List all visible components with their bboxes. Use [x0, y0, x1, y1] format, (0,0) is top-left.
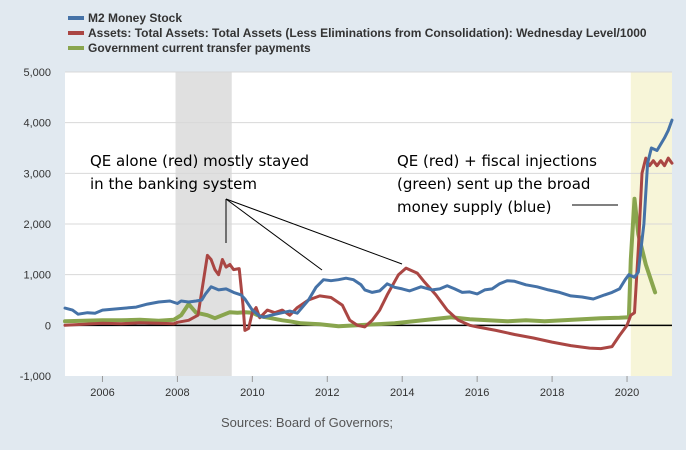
qe-alone-note: QE alone (red) mostly stayed in the bank…	[90, 152, 309, 193]
legend-item-m2[interactable]: M2 Money Stock	[68, 11, 182, 25]
x-tick-label-4: 2014	[390, 387, 414, 399]
y-tick-label-1: 0	[45, 320, 51, 332]
legend-swatch-m2	[68, 16, 84, 20]
gridlines	[65, 71, 672, 276]
series-line-transfer-payments[interactable]	[63, 196, 658, 329]
y-tick-label-6: 5,000	[23, 67, 51, 79]
pointer-to-2014	[225, 198, 403, 265]
pointer-to-2012	[225, 198, 323, 271]
qe-fiscal-note: QE (red) + fiscal injections (green) sen…	[397, 152, 597, 216]
y-tick-label-5: 4,000	[23, 118, 51, 130]
legend-swatch-transfer-payments	[68, 46, 84, 50]
x-tick-label-2: 2010	[240, 387, 264, 399]
y-tick-label-3: 2,000	[23, 219, 51, 231]
qe-fiscal-line-1: QE (red) + fiscal injections	[397, 152, 597, 170]
x-tick-label-7: 2020	[615, 387, 639, 399]
legend: M2 Money Stock Assets: Total Assets: Tot…	[68, 11, 647, 55]
source-note: Sources: Board of Governors;	[221, 415, 393, 430]
legend-label-transfer-payments: Government current transfer payments	[88, 41, 311, 55]
legend-label-m2: M2 Money Stock	[88, 11, 182, 25]
legend-item-transfer-payments[interactable]: Government current transfer payments	[68, 41, 311, 55]
x-axis-ticks: 2006 2008 2010 2012 2014 2016 2018 2020	[90, 376, 639, 399]
x-tick-label-5: 2016	[465, 387, 489, 399]
qe-fiscal-line-2: (green) sent up the broad	[397, 175, 590, 193]
x-tick-label-1: 2008	[165, 387, 189, 399]
series-line-fed-assets[interactable]	[63, 156, 674, 351]
y-tick-label-4: 3,000	[23, 168, 51, 180]
annotation-pointers	[225, 198, 618, 271]
legend-label-fed-assets: Assets: Total Assets: Total Assets (Less…	[88, 26, 647, 40]
x-tick-label-3: 2012	[315, 387, 339, 399]
x-tick-label-6: 2018	[540, 387, 564, 399]
legend-item-fed-assets[interactable]: Assets: Total Assets: Total Assets (Less…	[68, 26, 647, 40]
series-line-m2[interactable]	[63, 118, 674, 319]
qe-alone-line-2: in the banking system	[90, 175, 257, 193]
y-tick-label-0: -1,000	[20, 371, 51, 383]
legend-swatch-fed-assets	[68, 31, 84, 35]
qe-fiscal-line-3: money supply (blue)	[397, 198, 551, 216]
series-lines	[63, 118, 674, 351]
qe-alone-line-1: QE alone (red) mostly stayed	[90, 152, 309, 170]
y-axis-ticks: -1,000 0 1,000 2,000 3,000 4,000 5,000	[20, 67, 51, 383]
y-tick-label-2: 1,000	[23, 270, 51, 282]
x-tick-label-0: 2006	[90, 387, 114, 399]
